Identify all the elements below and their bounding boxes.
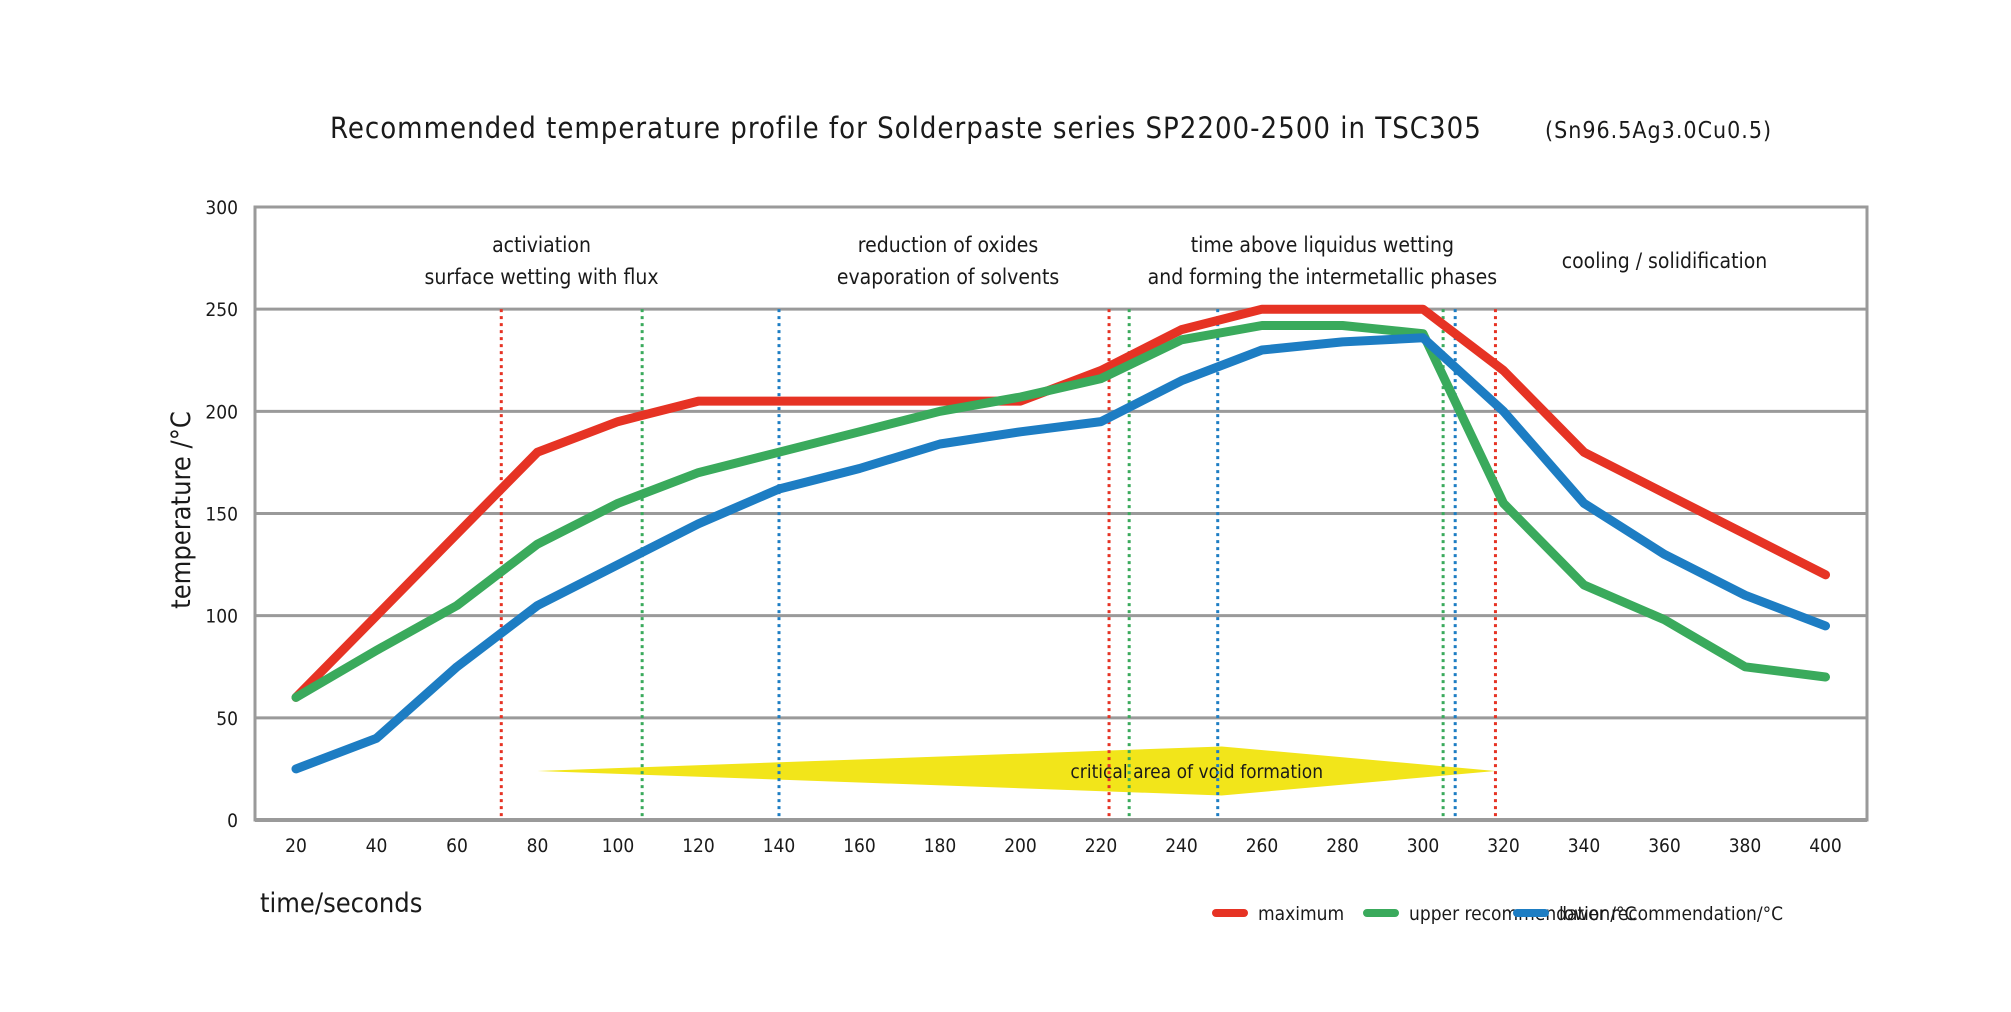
x-tick-label: 80 — [527, 835, 549, 857]
x-tick-label: 360 — [1648, 835, 1681, 857]
phase-label: evaporation of solvents — [837, 265, 1059, 289]
legend-label: lower recommendation/°C — [1559, 903, 1783, 925]
phase-label: surface wetting with flux — [424, 265, 658, 289]
void-zone: critical area of void formation — [537, 746, 1496, 796]
legend-label: maximum — [1258, 903, 1344, 925]
x-tick-label: 400 — [1809, 835, 1842, 857]
phase-label: and forming the intermetallic phases — [1148, 265, 1497, 289]
x-tick-label: 180 — [924, 835, 957, 857]
vertical-markers — [499, 309, 1497, 820]
y-tick-label: 150 — [205, 504, 238, 526]
chart-title: Recommended temperature profile for Sold… — [330, 111, 1482, 145]
y-tick-label: 250 — [205, 299, 238, 321]
void-zone-shape — [537, 746, 1496, 796]
y-tick-label: 100 — [205, 606, 238, 628]
series-line — [291, 321, 1830, 702]
x-tick-label: 300 — [1407, 835, 1440, 857]
x-tick-label: 100 — [602, 835, 635, 857]
chart-subtitle: (Sn96.5Ag3.0Cu0.5) — [1545, 118, 1772, 144]
series-line — [291, 333, 1830, 774]
axis-ticks: 0 50 100 150 200 250 300 20 40 60 80 100 120 140 160 18… — [205, 197, 1841, 857]
x-tick-label: 140 — [763, 835, 796, 857]
phase-label: cooling / solidification — [1562, 249, 1768, 273]
x-tick-label: 240 — [1165, 835, 1198, 857]
x-tick-label: 20 — [285, 835, 307, 857]
x-tick-label: 60 — [446, 835, 468, 857]
y-tick-label: 0 — [227, 810, 238, 832]
x-tick-label: 320 — [1487, 835, 1520, 857]
phase-label: reduction of oxides — [858, 233, 1038, 257]
phase-label: activiation — [492, 233, 591, 257]
phase-label: time above liquidus wetting — [1191, 233, 1454, 257]
plot-frame — [253, 205, 1869, 822]
x-tick-label: 280 — [1326, 835, 1359, 857]
x-tick-label: 40 — [366, 835, 388, 857]
phase-labels: activiation surface wetting with flux redu… — [424, 233, 1767, 289]
y-tick-label: 300 — [205, 197, 238, 219]
x-tick-label: 160 — [843, 835, 876, 857]
y-tick-label: 200 — [205, 401, 238, 423]
x-tick-label: 120 — [682, 835, 715, 857]
x-tick-label: 200 — [1004, 835, 1037, 857]
y-axis-label: temperature /°C — [166, 411, 197, 609]
y-tick-label: 50 — [216, 708, 238, 730]
x-tick-label: 220 — [1085, 835, 1118, 857]
x-tick-label: 260 — [1246, 835, 1279, 857]
x-axis-label: time/seconds — [260, 888, 422, 919]
series-lines — [291, 304, 1830, 774]
x-tick-label: 380 — [1729, 835, 1762, 857]
series-line — [291, 304, 1830, 702]
void-zone-label: critical area of void formation — [1070, 761, 1323, 783]
x-tick-label: 340 — [1568, 835, 1601, 857]
